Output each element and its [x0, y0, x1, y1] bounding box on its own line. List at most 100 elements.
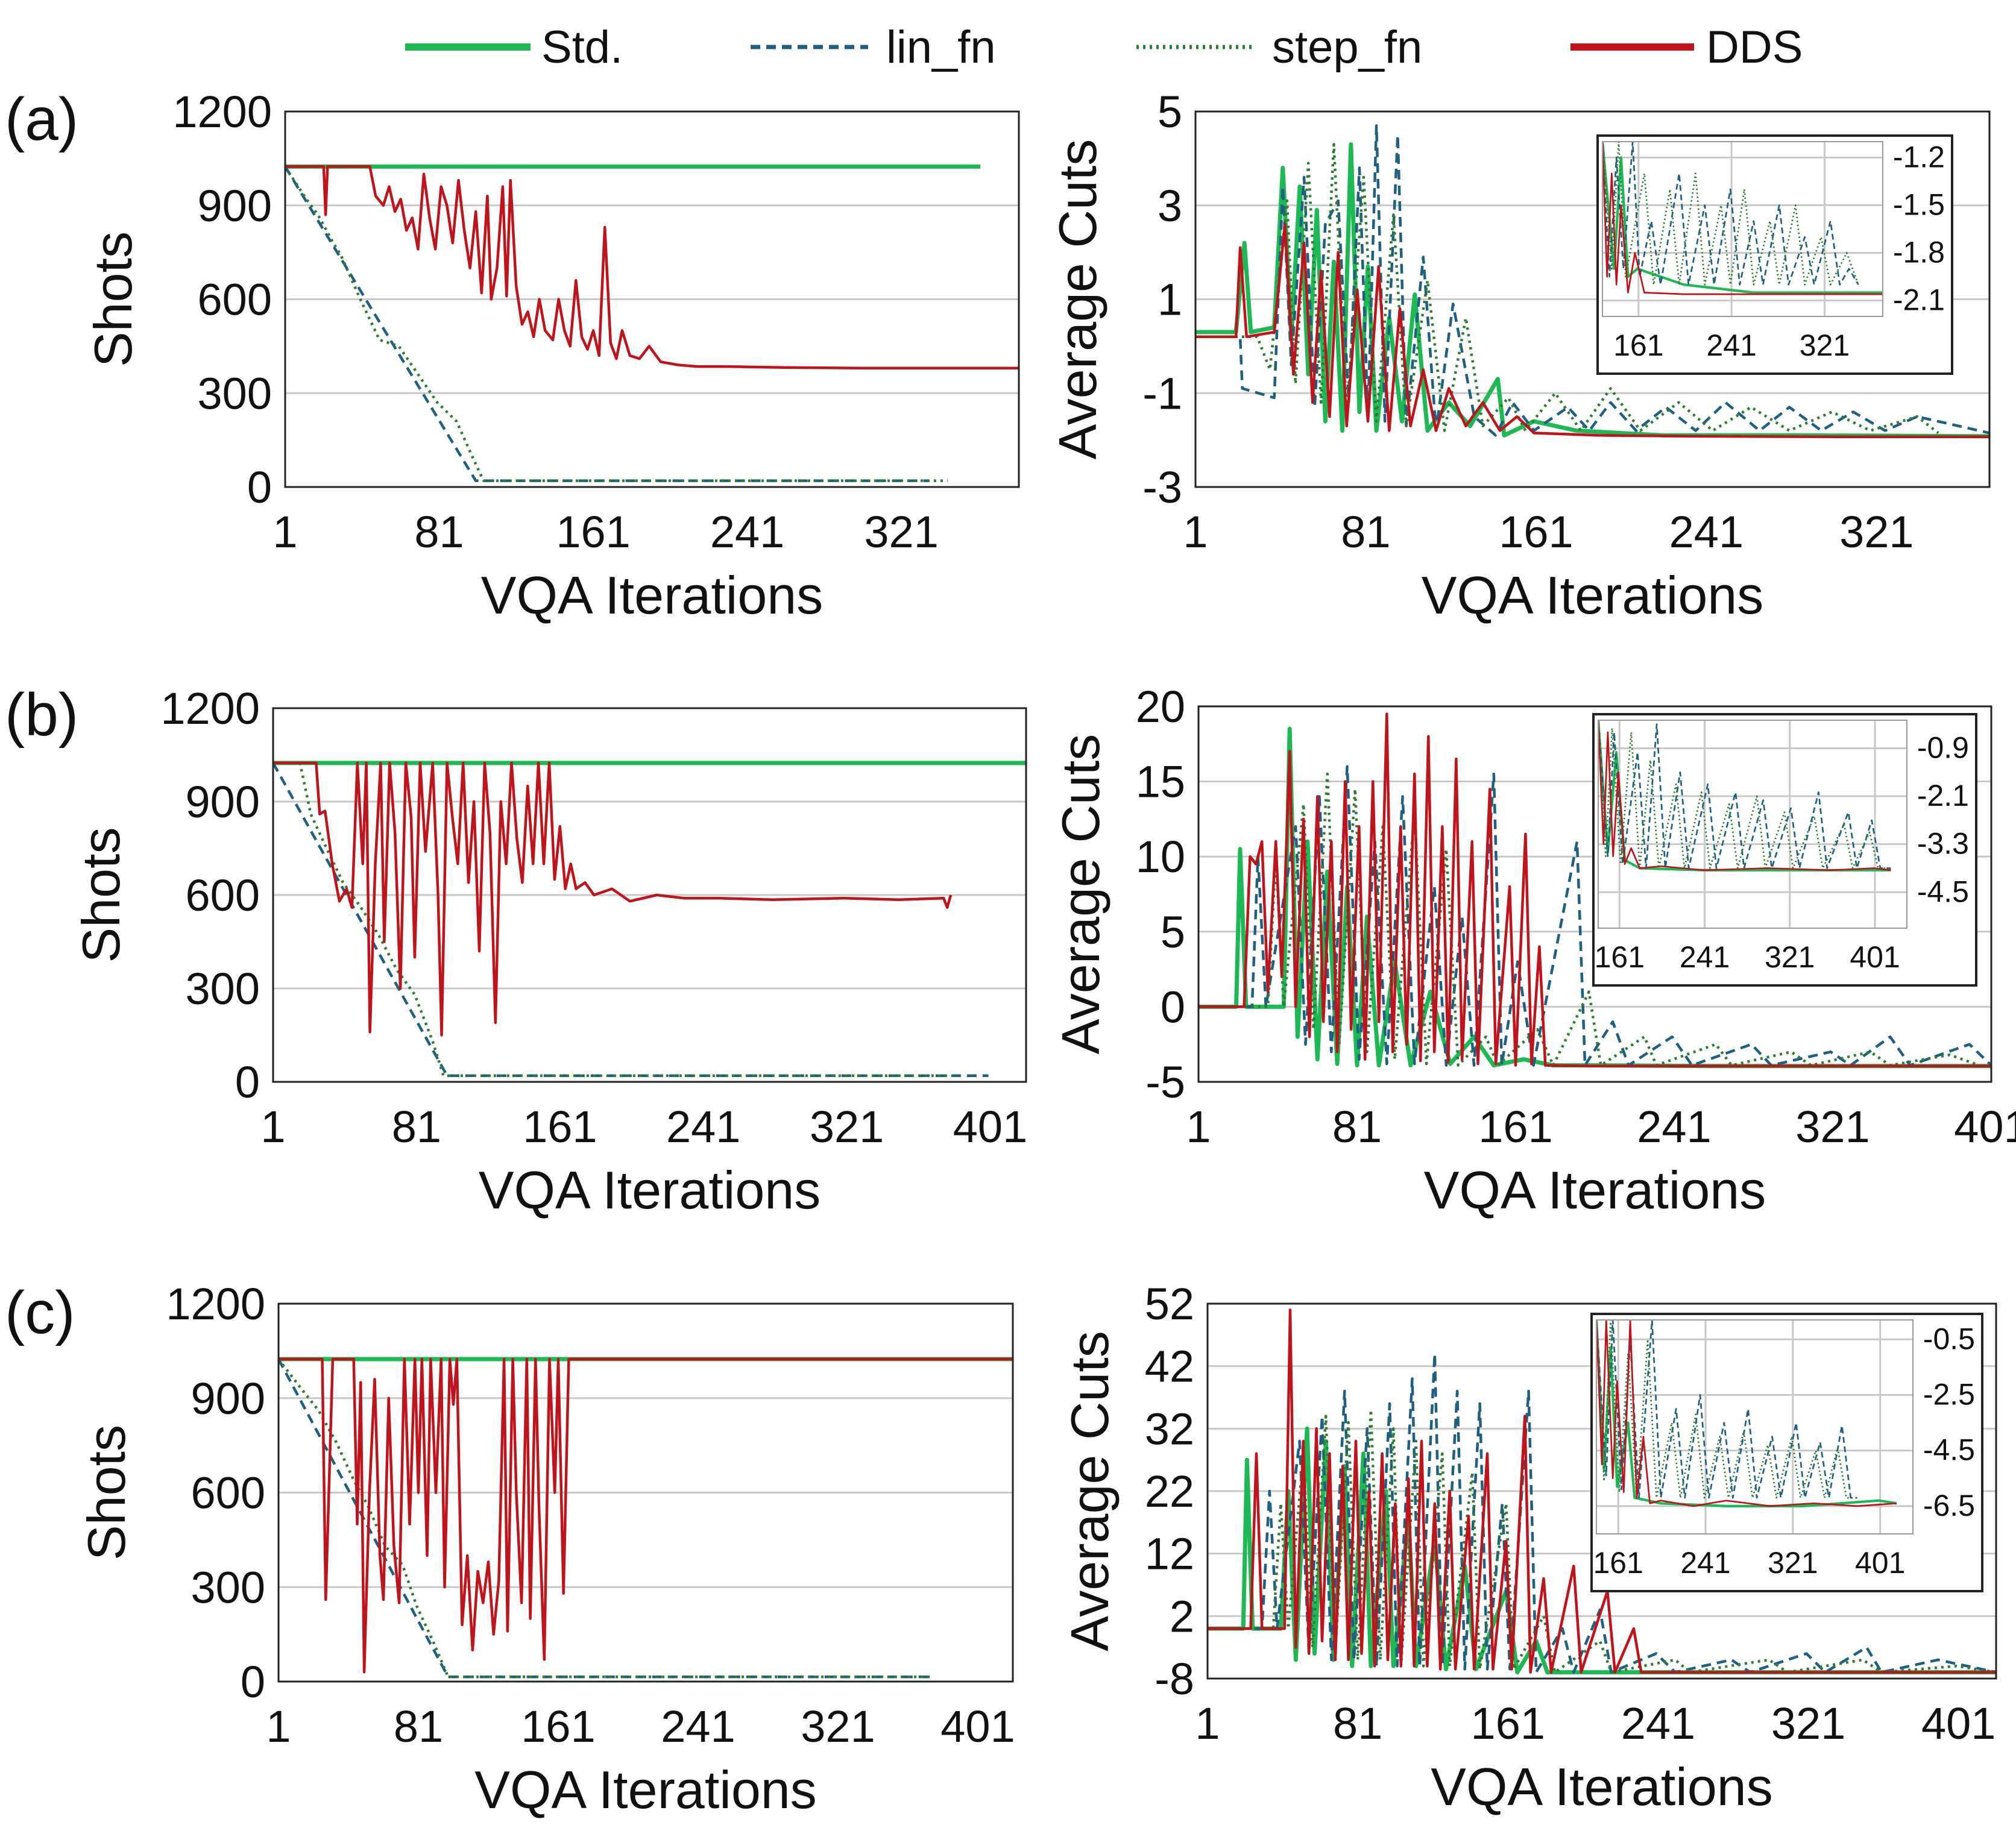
inset-x-tick-label: 161 [1593, 1546, 1643, 1580]
inset-x-tick-label: 161 [1613, 328, 1663, 362]
y-tick-label: 900 [186, 777, 260, 827]
x-axis-title: VQA Iterations [481, 565, 823, 625]
x-tick-label: 161 [1471, 1698, 1545, 1748]
x-tick-label: 81 [1333, 1698, 1382, 1748]
x-tick-label: 321 [1839, 507, 1914, 557]
y-tick-label: 0 [1161, 982, 1185, 1032]
x-tick-label: 401 [1921, 1698, 1996, 1748]
x-tick-label: 1 [1186, 1102, 1211, 1152]
x-axis-title: VQA Iterations [1431, 1757, 1772, 1817]
panel-label-c: (c) [5, 1279, 75, 1346]
series-dds [285, 165, 1019, 369]
plot-frame [1206, 1302, 1997, 1680]
x-tick-label: 1 [272, 507, 297, 557]
y-tick-label: 3 [1158, 181, 1182, 231]
inset-series-lin-fn [1602, 142, 1859, 286]
x-axis-title: VQA Iterations [1424, 1160, 1766, 1220]
series-dds [1208, 1308, 1996, 1674]
y-tick-label: 42 [1145, 1342, 1194, 1392]
x-tick-label: 81 [394, 1701, 443, 1751]
y-tick-label: 600 [198, 275, 272, 325]
y-tick-label: 0 [247, 462, 272, 512]
y-tick-label: 0 [235, 1057, 260, 1107]
series-step-fn [279, 1358, 933, 1679]
y-tick-label: 900 [198, 181, 272, 231]
series-group [273, 761, 1026, 1077]
x-tick-label: 321 [810, 1102, 884, 1152]
series-group [279, 1357, 1013, 1679]
x-tick-label: 161 [1478, 1102, 1552, 1152]
inset-y-tick-label: -1.2 [1893, 140, 1945, 174]
y-tick-label: 600 [191, 1468, 265, 1518]
y-tick-label: 1200 [172, 87, 272, 137]
inset-series-dds [1602, 142, 1883, 295]
y-tick-label: 5 [1158, 87, 1182, 137]
series-dds [1195, 222, 1989, 438]
x-axis-title: VQA Iterations [479, 1160, 821, 1220]
y-tick-label: 1200 [160, 683, 260, 733]
y-axis-title: Average Cuts [1051, 734, 1110, 1055]
inset-series-std [1598, 720, 1891, 872]
series-dds [1199, 712, 1991, 1068]
inset-x-tick-label: 321 [1768, 1546, 1818, 1580]
inset-x-tick-label: 241 [1680, 940, 1730, 974]
inset-y-tick-label: -3.3 [1917, 827, 1969, 861]
y-tick-label: 2 [1170, 1591, 1194, 1641]
y-tick-label: 300 [186, 964, 260, 1014]
y-axis-title: Shots [77, 1425, 136, 1560]
x-tick-label: 321 [801, 1701, 875, 1751]
x-tick-label: 81 [392, 1102, 441, 1152]
series-group [1195, 124, 1990, 439]
chart-a-cuts: -3 -1 1 3 5 1 81 161 241 321 VQA Iterations Average… [1048, 87, 1991, 625]
x-tick-label: 81 [1332, 1102, 1382, 1152]
legend-label-step-fn: step_fn [1272, 22, 1422, 73]
inset-series-step-fn [1602, 142, 1859, 286]
chart-b-shots: 0 300 600 900 1200 1 81 161 241 321 401 VQA Iterati… [71, 683, 1027, 1220]
y-axis-title: Average Cuts [1048, 139, 1107, 460]
y-axis-title: Shots [83, 231, 143, 367]
series-group [1208, 1308, 1997, 1675]
inset-plot-area [1598, 720, 1907, 929]
inset-chart: -0.9 -2.1 -3.3 -4.5 161 241 321 401 [1592, 713, 1977, 987]
panel-label-b: (b) [5, 681, 78, 749]
panel-label-a: (a) [5, 86, 78, 153]
inset-x-tick-label: 161 [1595, 940, 1645, 974]
inset-plot-area [1596, 1319, 1914, 1534]
inset-y-tick-label: -0.9 [1917, 730, 1969, 764]
y-tick-label: 22 [1145, 1466, 1194, 1516]
plot-frame [1197, 705, 1992, 1083]
y-tick-label: 15 [1136, 757, 1185, 807]
x-tick-label: 401 [953, 1102, 1027, 1152]
y-tick-label: -5 [1145, 1057, 1185, 1107]
y-tick-label: 12 [1145, 1529, 1194, 1579]
x-tick-label: 241 [1637, 1102, 1711, 1152]
x-tick-label: 241 [661, 1701, 735, 1751]
series-group [1199, 712, 1992, 1069]
inset-y-tick-label: -4.5 [1923, 1433, 1975, 1467]
y-tick-label: 5 [1161, 907, 1185, 957]
y-tick-label: 1200 [166, 1279, 265, 1329]
inset-series-dds [1598, 720, 1891, 872]
y-tick-label: 600 [186, 870, 260, 920]
x-tick-label: 401 [940, 1701, 1015, 1751]
inset-y-tick-label: -2.1 [1917, 779, 1969, 812]
inset-chart: -1.2 -1.5 -1.8 -2.1 161 241 321 [1596, 134, 1953, 375]
inset-x-tick-label: 401 [1850, 940, 1900, 974]
y-tick-label: 1 [1158, 275, 1182, 325]
inset-x-tick-label: 241 [1680, 1546, 1730, 1580]
series-group [285, 164, 1019, 482]
series-step-fn [273, 761, 953, 1077]
series-dds [273, 761, 953, 1037]
plot-frame [277, 1302, 1014, 1683]
inset-chart: -0.5 -2.5 -4.5 -6.5 161 241 321 401 [1590, 1313, 1983, 1592]
inset-y-tick-label: -4.5 [1917, 875, 1969, 908]
x-tick-label: 1 [260, 1102, 285, 1152]
chart-c-shots: 0 300 600 900 1200 1 81 161 241 321 401 VQA Iterati… [77, 1279, 1015, 1820]
series-lin-fn [285, 166, 928, 482]
series-lin-fn [279, 1358, 933, 1679]
legend-label-std: Std. [541, 22, 623, 73]
series-dds [279, 1357, 1013, 1674]
y-axis-title: Shots [71, 827, 131, 963]
series-lin-fn [273, 762, 989, 1077]
